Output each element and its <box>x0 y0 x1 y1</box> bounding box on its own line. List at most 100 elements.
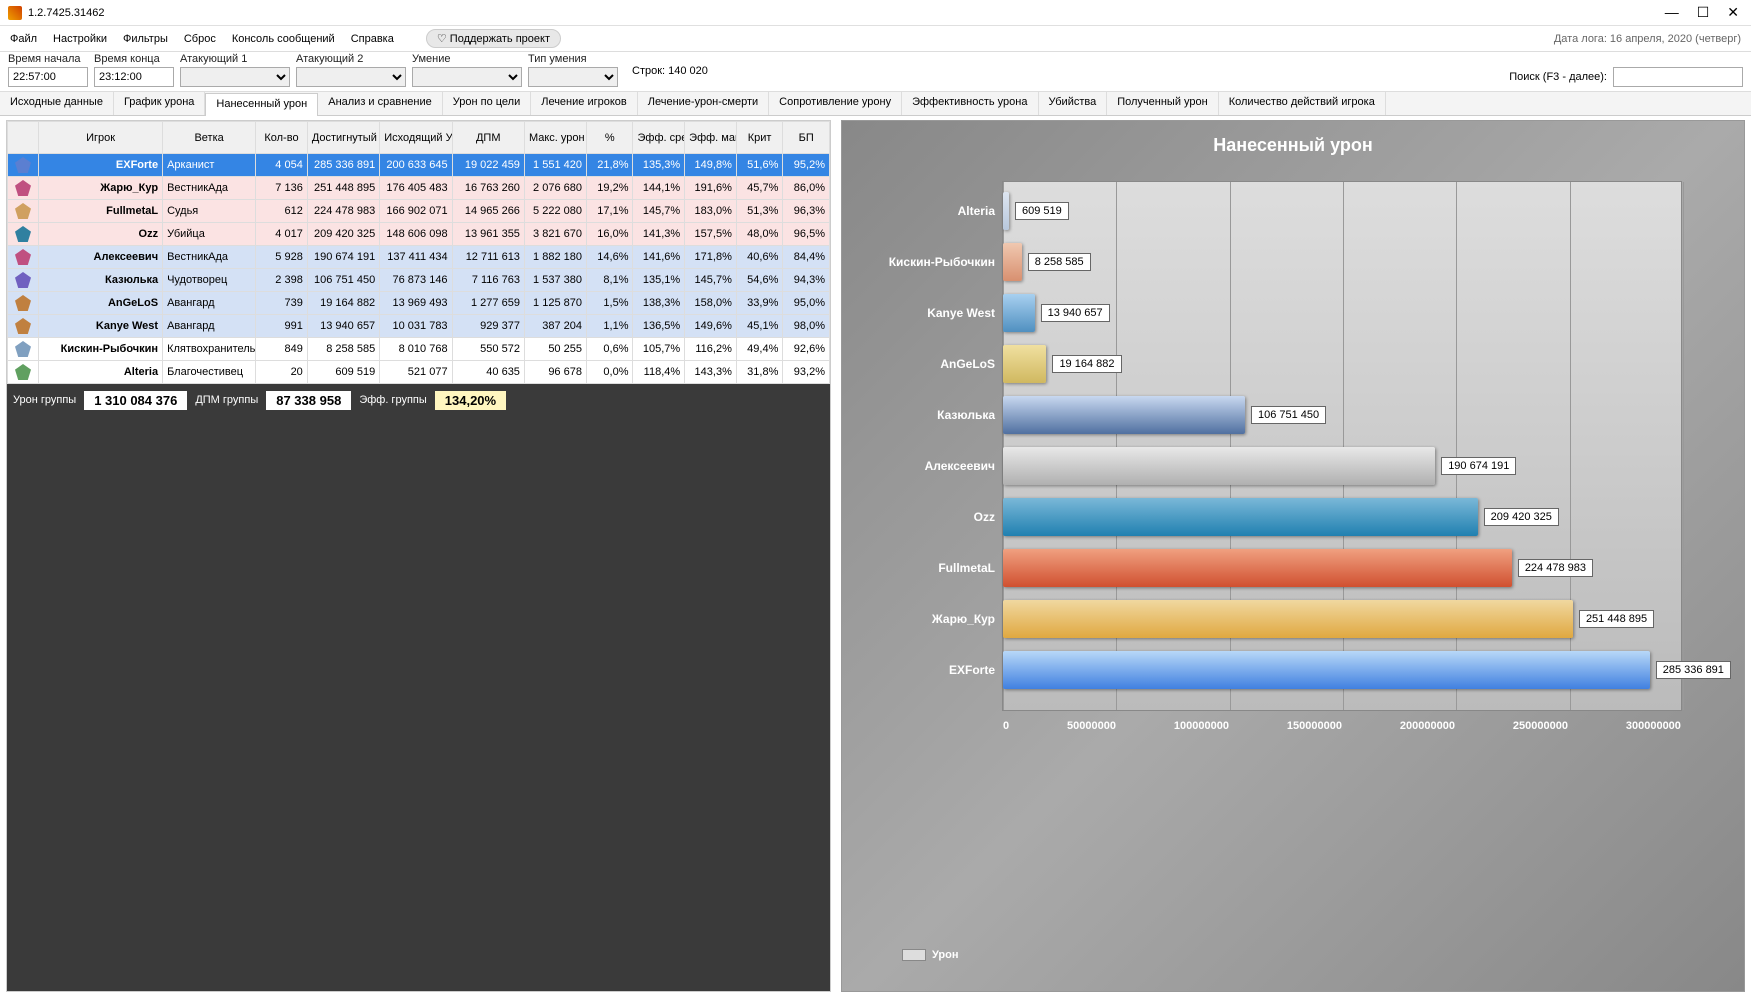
cell-max: 1 125 870 <box>524 292 586 315</box>
cell-pct: 17,1% <box>586 200 633 223</box>
tab-6[interactable]: Лечение-урон-смерти <box>638 92 769 115</box>
tab-11[interactable]: Количество действий игрока <box>1219 92 1386 115</box>
skill-select[interactable] <box>412 67 522 87</box>
table-row[interactable]: EXForteАрканист4 054285 336 891200 633 6… <box>8 154 830 177</box>
tab-9[interactable]: Убийства <box>1039 92 1108 115</box>
menu-Настройки[interactable]: Настройки <box>53 33 107 45</box>
table-row[interactable]: Жарю_КурВестникАда7 136251 448 895176 40… <box>8 177 830 200</box>
cell-dpm: 1 277 659 <box>452 292 524 315</box>
tabs: Исходные данныеГрафик уронаНанесенный ур… <box>0 92 1751 116</box>
maximize-button[interactable]: ☐ <box>1697 4 1710 21</box>
end-input[interactable] <box>94 67 174 87</box>
cell-dpm: 13 961 355 <box>452 223 524 246</box>
cell-emax: 183,0% <box>685 200 737 223</box>
bar[interactable] <box>1003 192 1009 230</box>
tab-8[interactable]: Эффективность урона <box>902 92 1038 115</box>
col-4[interactable]: Достигнутый урон <box>307 122 379 154</box>
x-tick: 300000000 <box>1626 720 1681 732</box>
tab-1[interactable]: График урона <box>114 92 205 115</box>
cell-max: 1 551 420 <box>524 154 586 177</box>
minimize-button[interactable]: — <box>1665 4 1679 21</box>
col-8[interactable]: % <box>586 122 633 154</box>
start-input[interactable] <box>8 67 88 87</box>
menu-Сброс[interactable]: Сброс <box>184 33 216 45</box>
cell-bp: 96,3% <box>783 200 830 223</box>
col-5[interactable]: Исходящий Урон <box>380 122 452 154</box>
support-button[interactable]: ♡ Поддержать проект <box>426 29 561 48</box>
col-10[interactable]: Эфф. макс. <box>685 122 737 154</box>
col-11[interactable]: Крит <box>736 122 783 154</box>
cell-cnt: 4 017 <box>256 223 308 246</box>
tab-3[interactable]: Анализ и сравнение <box>318 92 443 115</box>
cell-crit: 51,6% <box>736 154 783 177</box>
row-count: Строк: 140 020 <box>632 65 708 77</box>
bar[interactable] <box>1003 498 1478 536</box>
table-row[interactable]: OzzУбийца4 017209 420 325148 606 09813 9… <box>8 223 830 246</box>
col-0[interactable] <box>8 122 39 154</box>
cell-pct: 8,1% <box>586 269 633 292</box>
cell-cnt: 20 <box>256 361 308 384</box>
att2-select[interactable] <box>296 67 406 87</box>
cell-bp: 95,2% <box>783 154 830 177</box>
cell-player: Alteria <box>39 361 163 384</box>
tab-0[interactable]: Исходные данные <box>0 92 114 115</box>
bar[interactable] <box>1003 294 1035 332</box>
table-row[interactable]: FullmetaLСудья612224 478 983166 902 0711… <box>8 200 830 223</box>
menu-Справка[interactable]: Справка <box>351 33 394 45</box>
bar[interactable] <box>1003 600 1573 638</box>
col-2[interactable]: Ветка <box>163 122 256 154</box>
table-row[interactable]: AlteriaБлагочестивец20609 519521 07740 6… <box>8 361 830 384</box>
col-9[interactable]: Эфф. сред. <box>633 122 685 154</box>
menu-Файл[interactable]: Файл <box>10 33 37 45</box>
tab-7[interactable]: Сопротивление урону <box>769 92 902 115</box>
bar[interactable] <box>1003 396 1245 434</box>
tab-2[interactable]: Нанесенный урон <box>205 93 318 116</box>
cell-eavg: 145,7% <box>633 200 685 223</box>
table-row[interactable]: Кискин-РыбочкинКлятвохранитель8498 258 5… <box>8 338 830 361</box>
tab-4[interactable]: Урон по цели <box>443 92 531 115</box>
col-12[interactable]: БП <box>783 122 830 154</box>
sum-v2: 87 338 958 <box>266 391 351 410</box>
cell-out: 76 873 146 <box>380 269 452 292</box>
skilltype-select[interactable] <box>528 67 618 87</box>
bar[interactable] <box>1003 345 1046 383</box>
col-7[interactable]: Макс. урон <box>524 122 586 154</box>
skilltype-label: Тип умения <box>528 53 618 65</box>
bar-label: FullmetaL <box>938 561 1003 575</box>
tab-10[interactable]: Полученный урон <box>1107 92 1219 115</box>
menu-Консоль сообщений[interactable]: Консоль сообщений <box>232 33 335 45</box>
menu-Фильтры[interactable]: Фильтры <box>123 33 168 45</box>
col-1[interactable]: Игрок <box>39 122 163 154</box>
x-tick: 50000000 <box>1067 720 1116 732</box>
cell-dpm: 550 572 <box>452 338 524 361</box>
bar[interactable] <box>1003 243 1022 281</box>
class-icon <box>15 272 31 288</box>
bar[interactable] <box>1003 447 1435 485</box>
cell-dpm: 40 635 <box>452 361 524 384</box>
cell-eavg: 135,1% <box>633 269 685 292</box>
class-icon <box>15 364 31 380</box>
bar-label: AnGeLoS <box>940 357 1003 371</box>
bar[interactable] <box>1003 549 1512 587</box>
att1-select[interactable] <box>180 67 290 87</box>
bar-value: 285 336 891 <box>1656 661 1731 679</box>
search-input[interactable] <box>1613 67 1743 87</box>
cell-dpm: 7 116 763 <box>452 269 524 292</box>
table-row[interactable]: АлексеевичВестникАда5 928190 674 191137 … <box>8 246 830 269</box>
cell-crit: 51,3% <box>736 200 783 223</box>
table-row[interactable]: Kanye WestАвангард99113 940 65710 031 78… <box>8 315 830 338</box>
cell-branch: Убийца <box>163 223 256 246</box>
bar-label: Кискин-Рыбочкин <box>889 255 1003 269</box>
tab-5[interactable]: Лечение игроков <box>531 92 638 115</box>
cell-max: 1 882 180 <box>524 246 586 269</box>
col-3[interactable]: Кол-во <box>256 122 308 154</box>
close-button[interactable]: ✕ <box>1727 4 1739 21</box>
bar-value: 13 940 657 <box>1041 304 1110 322</box>
bar[interactable] <box>1003 651 1650 689</box>
cell-out: 137 411 434 <box>380 246 452 269</box>
table-row[interactable]: AnGeLoSАвангард73919 164 88213 969 4931 … <box>8 292 830 315</box>
table-row[interactable]: КазюлькаЧудотворец2 398106 751 45076 873… <box>8 269 830 292</box>
cell-cnt: 7 136 <box>256 177 308 200</box>
col-6[interactable]: ДПМ <box>452 122 524 154</box>
filter-bar: Время начала Время конца Атакующий 1 Ата… <box>0 52 1751 92</box>
